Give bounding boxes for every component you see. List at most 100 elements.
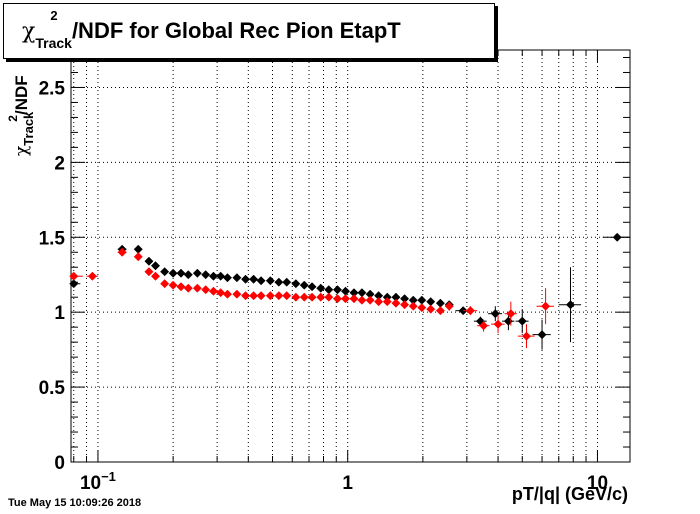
timestamp: Tue May 15 10:09:26 2018 [8, 497, 142, 509]
data-point [133, 252, 143, 262]
data-point [192, 268, 202, 278]
data-point [183, 283, 193, 293]
data-point [316, 283, 326, 293]
data-point [222, 289, 233, 299]
data-point [332, 285, 343, 295]
data-point [332, 294, 343, 304]
plot-frame [70, 49, 631, 463]
data-point [117, 247, 127, 257]
x-tick-label: 10−1 [80, 469, 116, 494]
data-point [291, 292, 301, 302]
data-point [150, 261, 161, 271]
data-point [299, 292, 309, 302]
data-point [291, 279, 301, 289]
y-tick-label: 2.5 [39, 78, 66, 99]
data-point [144, 267, 154, 277]
data-point [316, 292, 326, 302]
data-point [357, 295, 367, 305]
data-point [521, 331, 532, 341]
data-point [612, 232, 622, 242]
data-point [282, 277, 292, 287]
data-point [274, 291, 284, 301]
data-point [493, 319, 503, 329]
ylabel-rest: /NDF [12, 75, 31, 116]
data-point [256, 291, 266, 301]
data-point [426, 304, 436, 314]
data-point [69, 279, 79, 289]
y-tick-label: 1 [54, 303, 65, 324]
title-subscript: Track [35, 35, 72, 51]
data-point [537, 330, 547, 340]
data-series [69, 232, 630, 350]
data-point [506, 309, 516, 319]
x-tick-label: 10 [587, 473, 608, 494]
data-point [150, 271, 161, 281]
data-point [168, 280, 178, 290]
data-point [183, 270, 193, 280]
data-point [307, 282, 317, 292]
series-1 [69, 247, 555, 349]
data-point [69, 271, 79, 281]
data-point [232, 289, 242, 299]
chart-title: χ 2 Track/NDF for Global Rec Pion EtapT [22, 8, 401, 51]
data-point [265, 276, 275, 286]
data-point [241, 291, 251, 301]
y-tick-label: 0 [54, 453, 65, 474]
data-point [232, 273, 242, 283]
data-point [391, 298, 401, 308]
data-point [365, 295, 375, 305]
data-point [256, 276, 266, 286]
data-point [144, 256, 154, 266]
data-point [400, 300, 410, 310]
x-axis-label: pT/|q| (GeV/c) [511, 484, 628, 504]
data-point [216, 271, 226, 281]
data-point [479, 321, 489, 331]
data-point [417, 303, 427, 313]
title-rest: /NDF for Global Rec Pion EtapT [71, 18, 401, 43]
data-point [160, 279, 170, 289]
title-chi-symbol: χ [22, 19, 36, 44]
data-point [541, 301, 551, 311]
data-point [216, 288, 226, 298]
data-point [349, 294, 359, 304]
data-point [340, 294, 351, 304]
data-point [490, 309, 500, 319]
axis-ticks [71, 50, 630, 463]
data-point [176, 282, 186, 292]
x-tick-label-exponent: −1 [101, 469, 116, 484]
data-point [324, 292, 334, 302]
data-point [249, 274, 259, 284]
title-superscript: 2 [50, 8, 58, 23]
data-point [222, 273, 233, 283]
data-point [282, 291, 292, 301]
data-point [274, 277, 284, 287]
ylabel-superscript: 2 [6, 115, 20, 122]
data-point [241, 274, 251, 284]
data-point [249, 291, 259, 301]
data-point [307, 292, 317, 302]
y-tick-label: 1.5 [39, 228, 66, 249]
data-point [208, 271, 218, 281]
data-point [168, 268, 178, 278]
y-axis-label: χTrack2/NDF [6, 66, 36, 156]
data-point [265, 291, 275, 301]
data-point [160, 267, 170, 277]
y-tick-label: 2 [54, 153, 65, 174]
ylabel-chi-symbol: χ [12, 145, 32, 156]
data-point [201, 285, 211, 295]
data-point [201, 270, 211, 280]
x-tick-label: 1 [342, 473, 353, 494]
data-point [435, 306, 445, 316]
data-point [374, 297, 384, 307]
data-point [176, 268, 186, 278]
chart-title-box: χ 2 Track/NDF for Global Rec Pion EtapT [3, 3, 495, 59]
data-point [87, 271, 97, 281]
data-point [565, 300, 576, 310]
data-point [208, 286, 218, 296]
data-point [444, 301, 454, 311]
data-point [408, 301, 418, 311]
data-point [503, 316, 513, 326]
ylabel-subscript: Track [21, 111, 36, 146]
tick-labels: 0 0.5 1 1.5 2 2.5 10−1 1 10 [39, 78, 608, 494]
